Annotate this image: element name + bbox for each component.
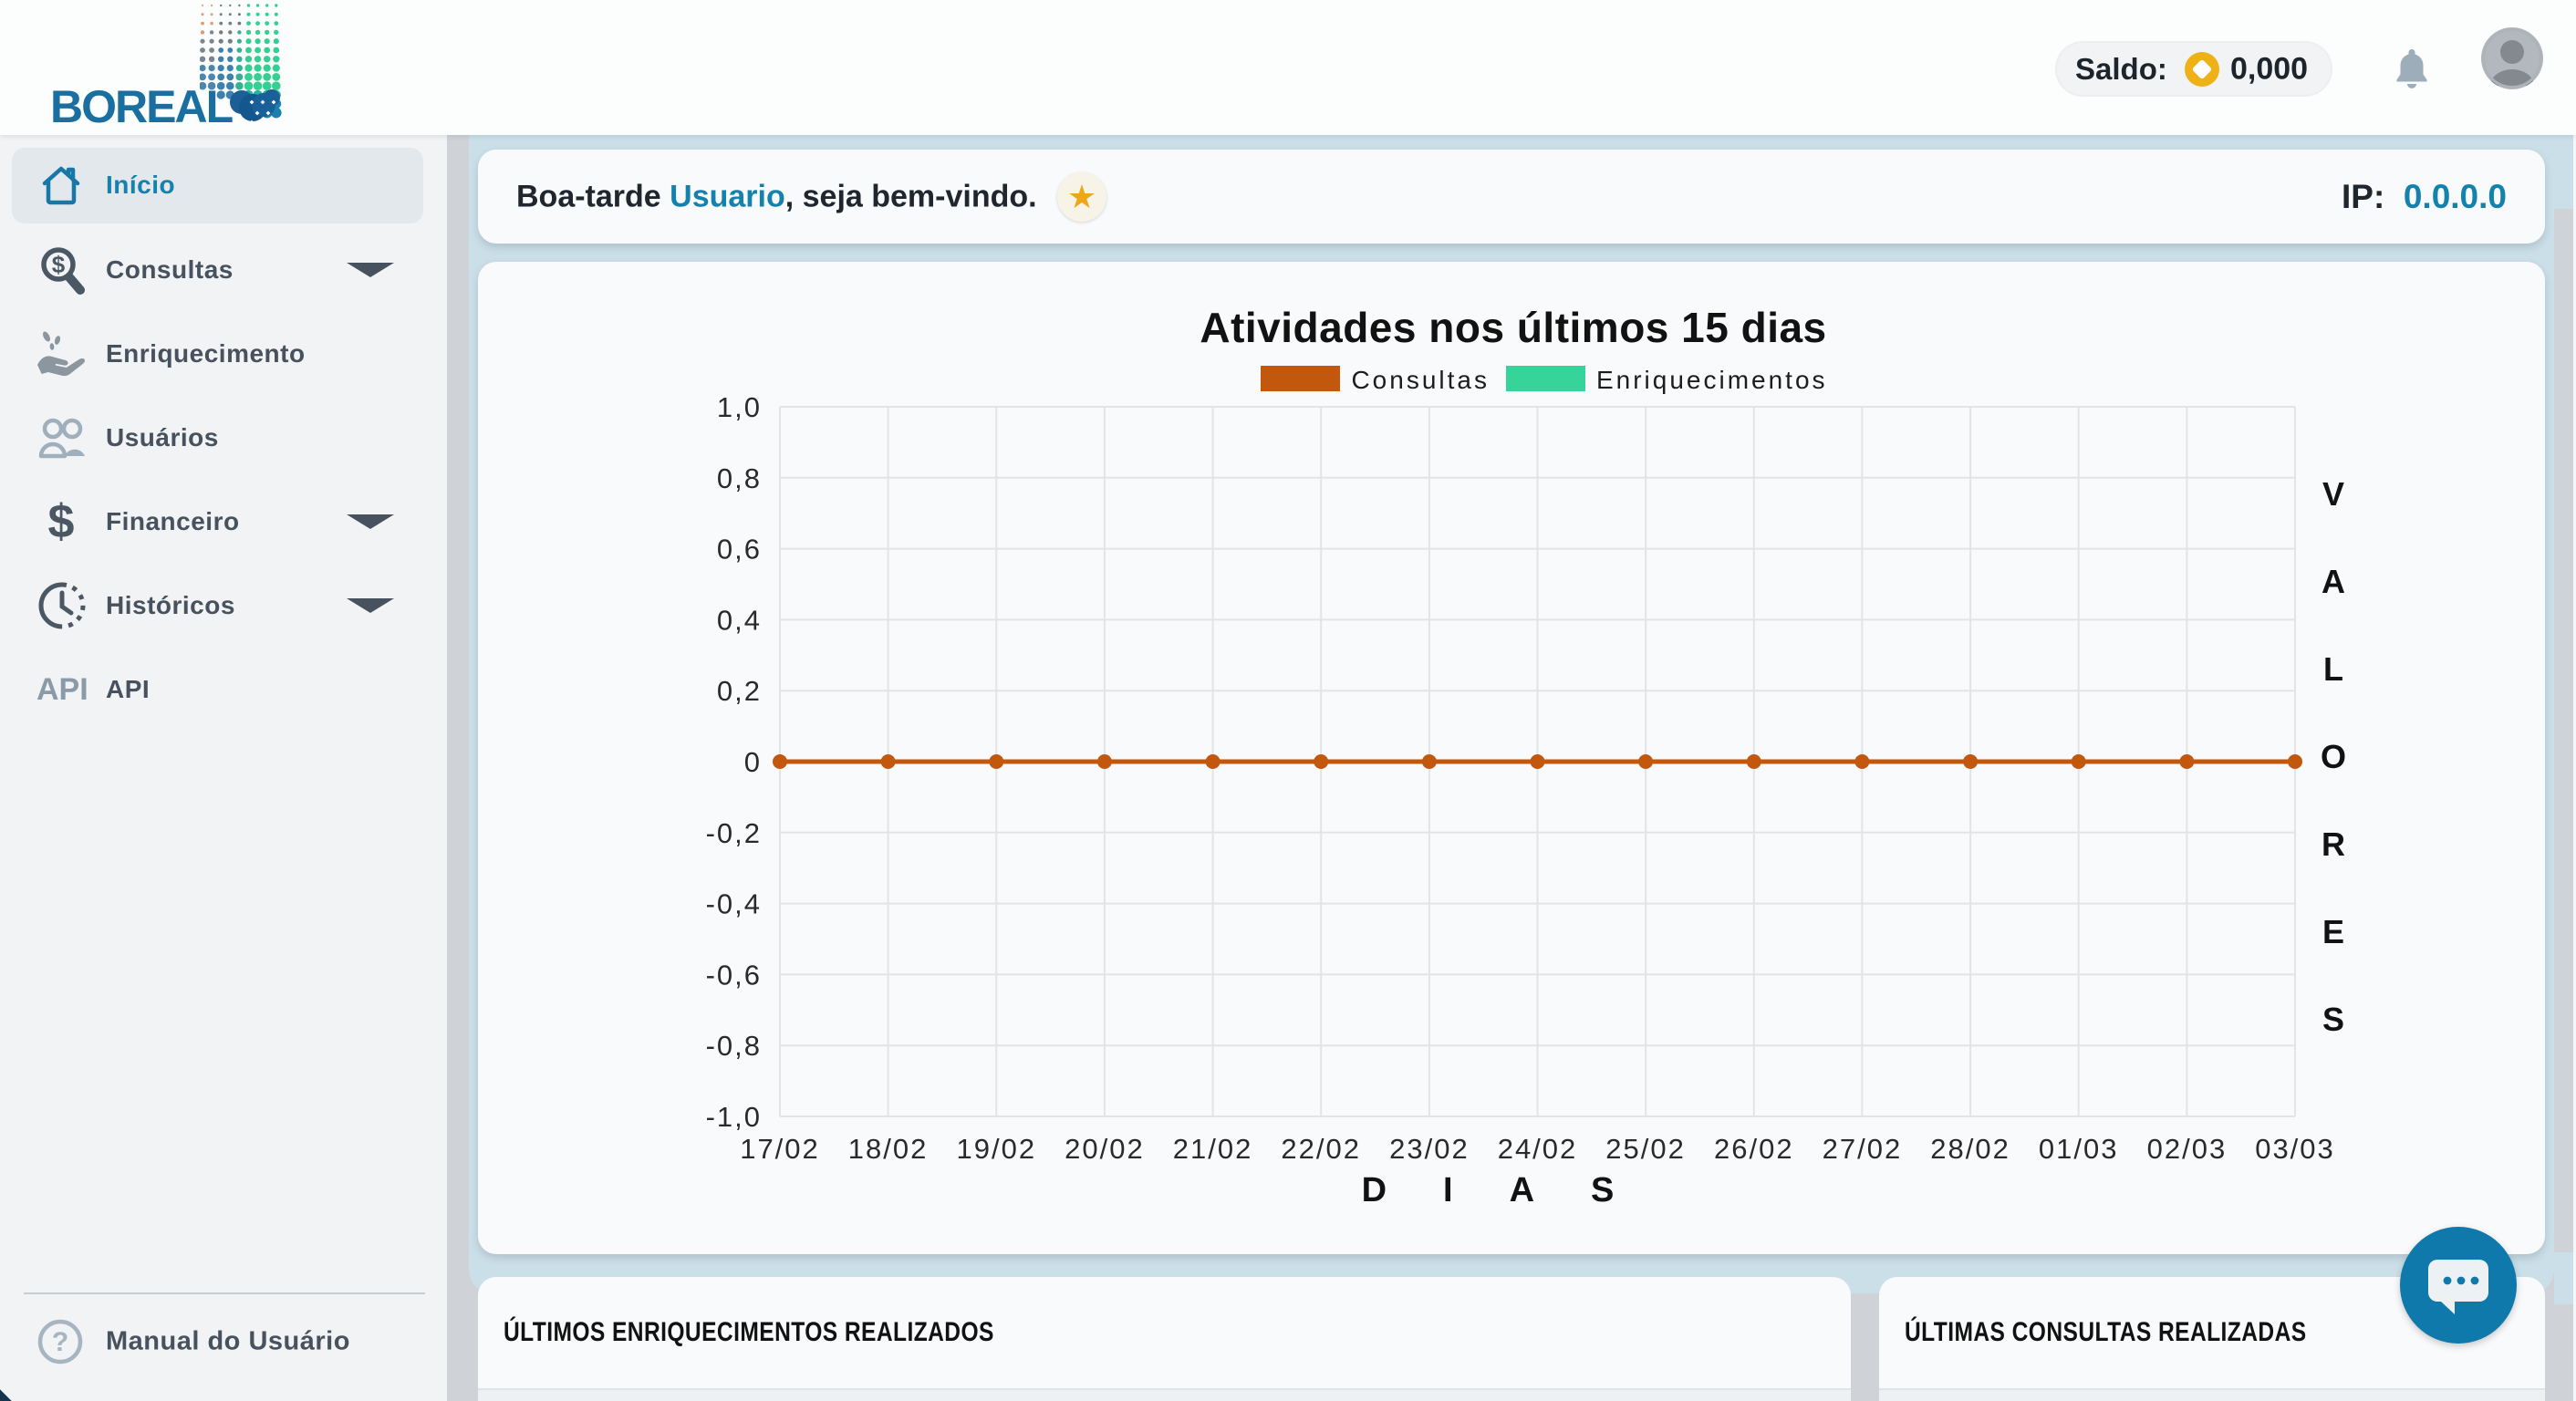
svg-text:-0,2: -0,2: [706, 817, 762, 849]
svg-text:28/02: 28/02: [1930, 1133, 2010, 1165]
svg-text:0,6: 0,6: [717, 534, 762, 566]
svg-text:-1,0: -1,0: [706, 1101, 762, 1133]
svg-text:0,4: 0,4: [717, 604, 762, 636]
svg-text:02/03: 02/03: [2147, 1133, 2228, 1165]
svg-text:0: 0: [744, 746, 762, 778]
svg-text:-0,6: -0,6: [706, 959, 762, 991]
svg-text:0,2: 0,2: [717, 675, 762, 707]
svg-text:01/03: 01/03: [2039, 1133, 2119, 1165]
svg-text:27/02: 27/02: [1823, 1133, 1903, 1165]
svg-text:$: $: [52, 251, 66, 278]
svg-text:20/02: 20/02: [1065, 1133, 1145, 1165]
svg-text:26/02: 26/02: [1714, 1133, 1794, 1165]
svg-text:21/02: 21/02: [1173, 1133, 1253, 1165]
svg-text:17/02: 17/02: [740, 1133, 820, 1165]
svg-text:0,8: 0,8: [717, 462, 762, 494]
svg-text:18/02: 18/02: [848, 1133, 929, 1165]
svg-text:23/02: 23/02: [1389, 1133, 1470, 1165]
svg-text:-0,4: -0,4: [706, 888, 762, 920]
svg-text:-0,8: -0,8: [706, 1030, 762, 1062]
svg-text:24/02: 24/02: [1498, 1133, 1578, 1165]
svg-text:22/02: 22/02: [1281, 1133, 1361, 1165]
svg-text:25/02: 25/02: [1605, 1133, 1686, 1165]
svg-text:?: ?: [52, 1327, 68, 1357]
svg-text:19/02: 19/02: [957, 1133, 1037, 1165]
svg-text:1,0: 1,0: [717, 391, 762, 423]
svg-text:03/03: 03/03: [2255, 1133, 2335, 1165]
